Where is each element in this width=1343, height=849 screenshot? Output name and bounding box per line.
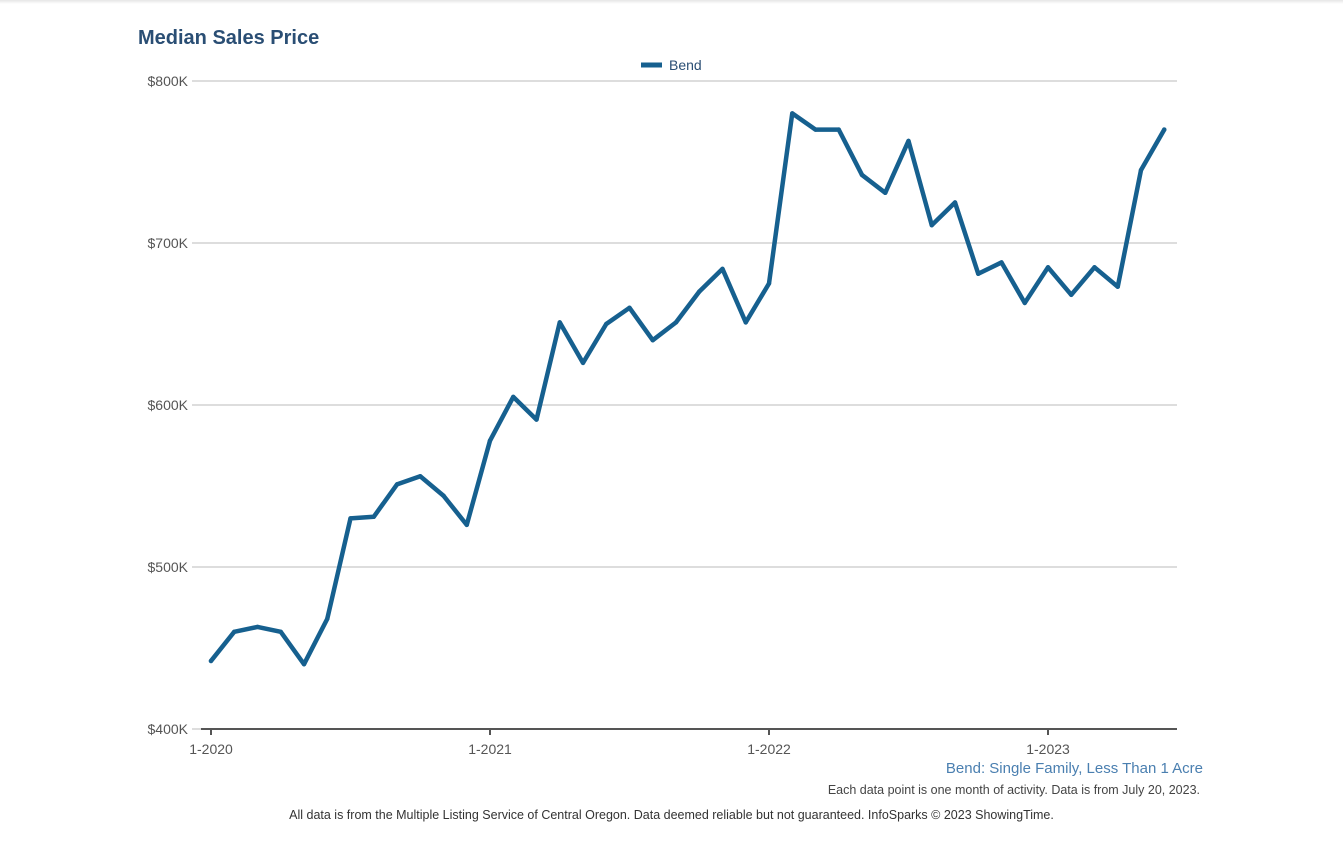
data-point [906, 138, 911, 144]
data-point [1092, 265, 1097, 270]
data-point [859, 172, 865, 178]
data-point [232, 629, 237, 634]
data-point [441, 493, 446, 498]
y-tick-label: $500K [148, 559, 189, 575]
data-point [511, 394, 516, 400]
data-point [1022, 300, 1027, 306]
data-point [1069, 292, 1074, 298]
chart-subtitle: Bend: Single Family, Less Than 1 Acre [945, 760, 1203, 777]
y-tick-label: $800K [148, 73, 189, 89]
x-tick-label: 1-2021 [468, 741, 512, 757]
x-tick-label: 1-2022 [747, 741, 791, 757]
data-point [208, 658, 214, 664]
data-point [1162, 127, 1167, 132]
data-point [673, 320, 679, 325]
data-point [743, 320, 748, 325]
data-point [813, 127, 818, 132]
x-tick-label: 1-2020 [189, 741, 233, 757]
data-point [418, 474, 423, 479]
data-point [487, 438, 493, 443]
chart-title: Median Sales Price [138, 27, 320, 49]
data-point [883, 190, 888, 195]
x-tick-label: 1-2023 [1026, 741, 1070, 757]
data-point [534, 417, 539, 422]
y-tick-label: $400K [148, 721, 189, 737]
data-point [952, 200, 958, 205]
data-point [1045, 265, 1051, 270]
data-point [836, 127, 841, 132]
data-point [604, 321, 609, 327]
data-point [255, 624, 260, 630]
data-point [929, 222, 934, 228]
series-line-bend [208, 111, 1167, 667]
disclaimer: All data is from the Multiple Listing Se… [289, 808, 1054, 822]
data-point [650, 338, 655, 343]
data-point [325, 616, 330, 622]
data-note: Each data point is one month of activity… [827, 783, 1200, 797]
legend-label: Bend [669, 57, 702, 73]
top-shadow [0, 0, 1343, 4]
data-point [697, 289, 702, 294]
data-point [999, 260, 1004, 265]
y-tick-label: $700K [148, 235, 189, 251]
data-point [790, 111, 795, 116]
data-point [1138, 167, 1144, 173]
data-point [627, 305, 632, 310]
y-tick-label: $600K [148, 397, 189, 413]
data-point [464, 522, 469, 528]
data-point [301, 662, 307, 667]
data-point [394, 482, 400, 487]
data-point [766, 281, 772, 286]
data-point [348, 516, 353, 521]
data-point [580, 360, 586, 366]
data-point [557, 320, 562, 325]
data-point [278, 629, 283, 634]
data-point [371, 514, 376, 519]
data-point [1115, 284, 1120, 289]
data-point [976, 271, 981, 276]
data-point [720, 266, 725, 272]
